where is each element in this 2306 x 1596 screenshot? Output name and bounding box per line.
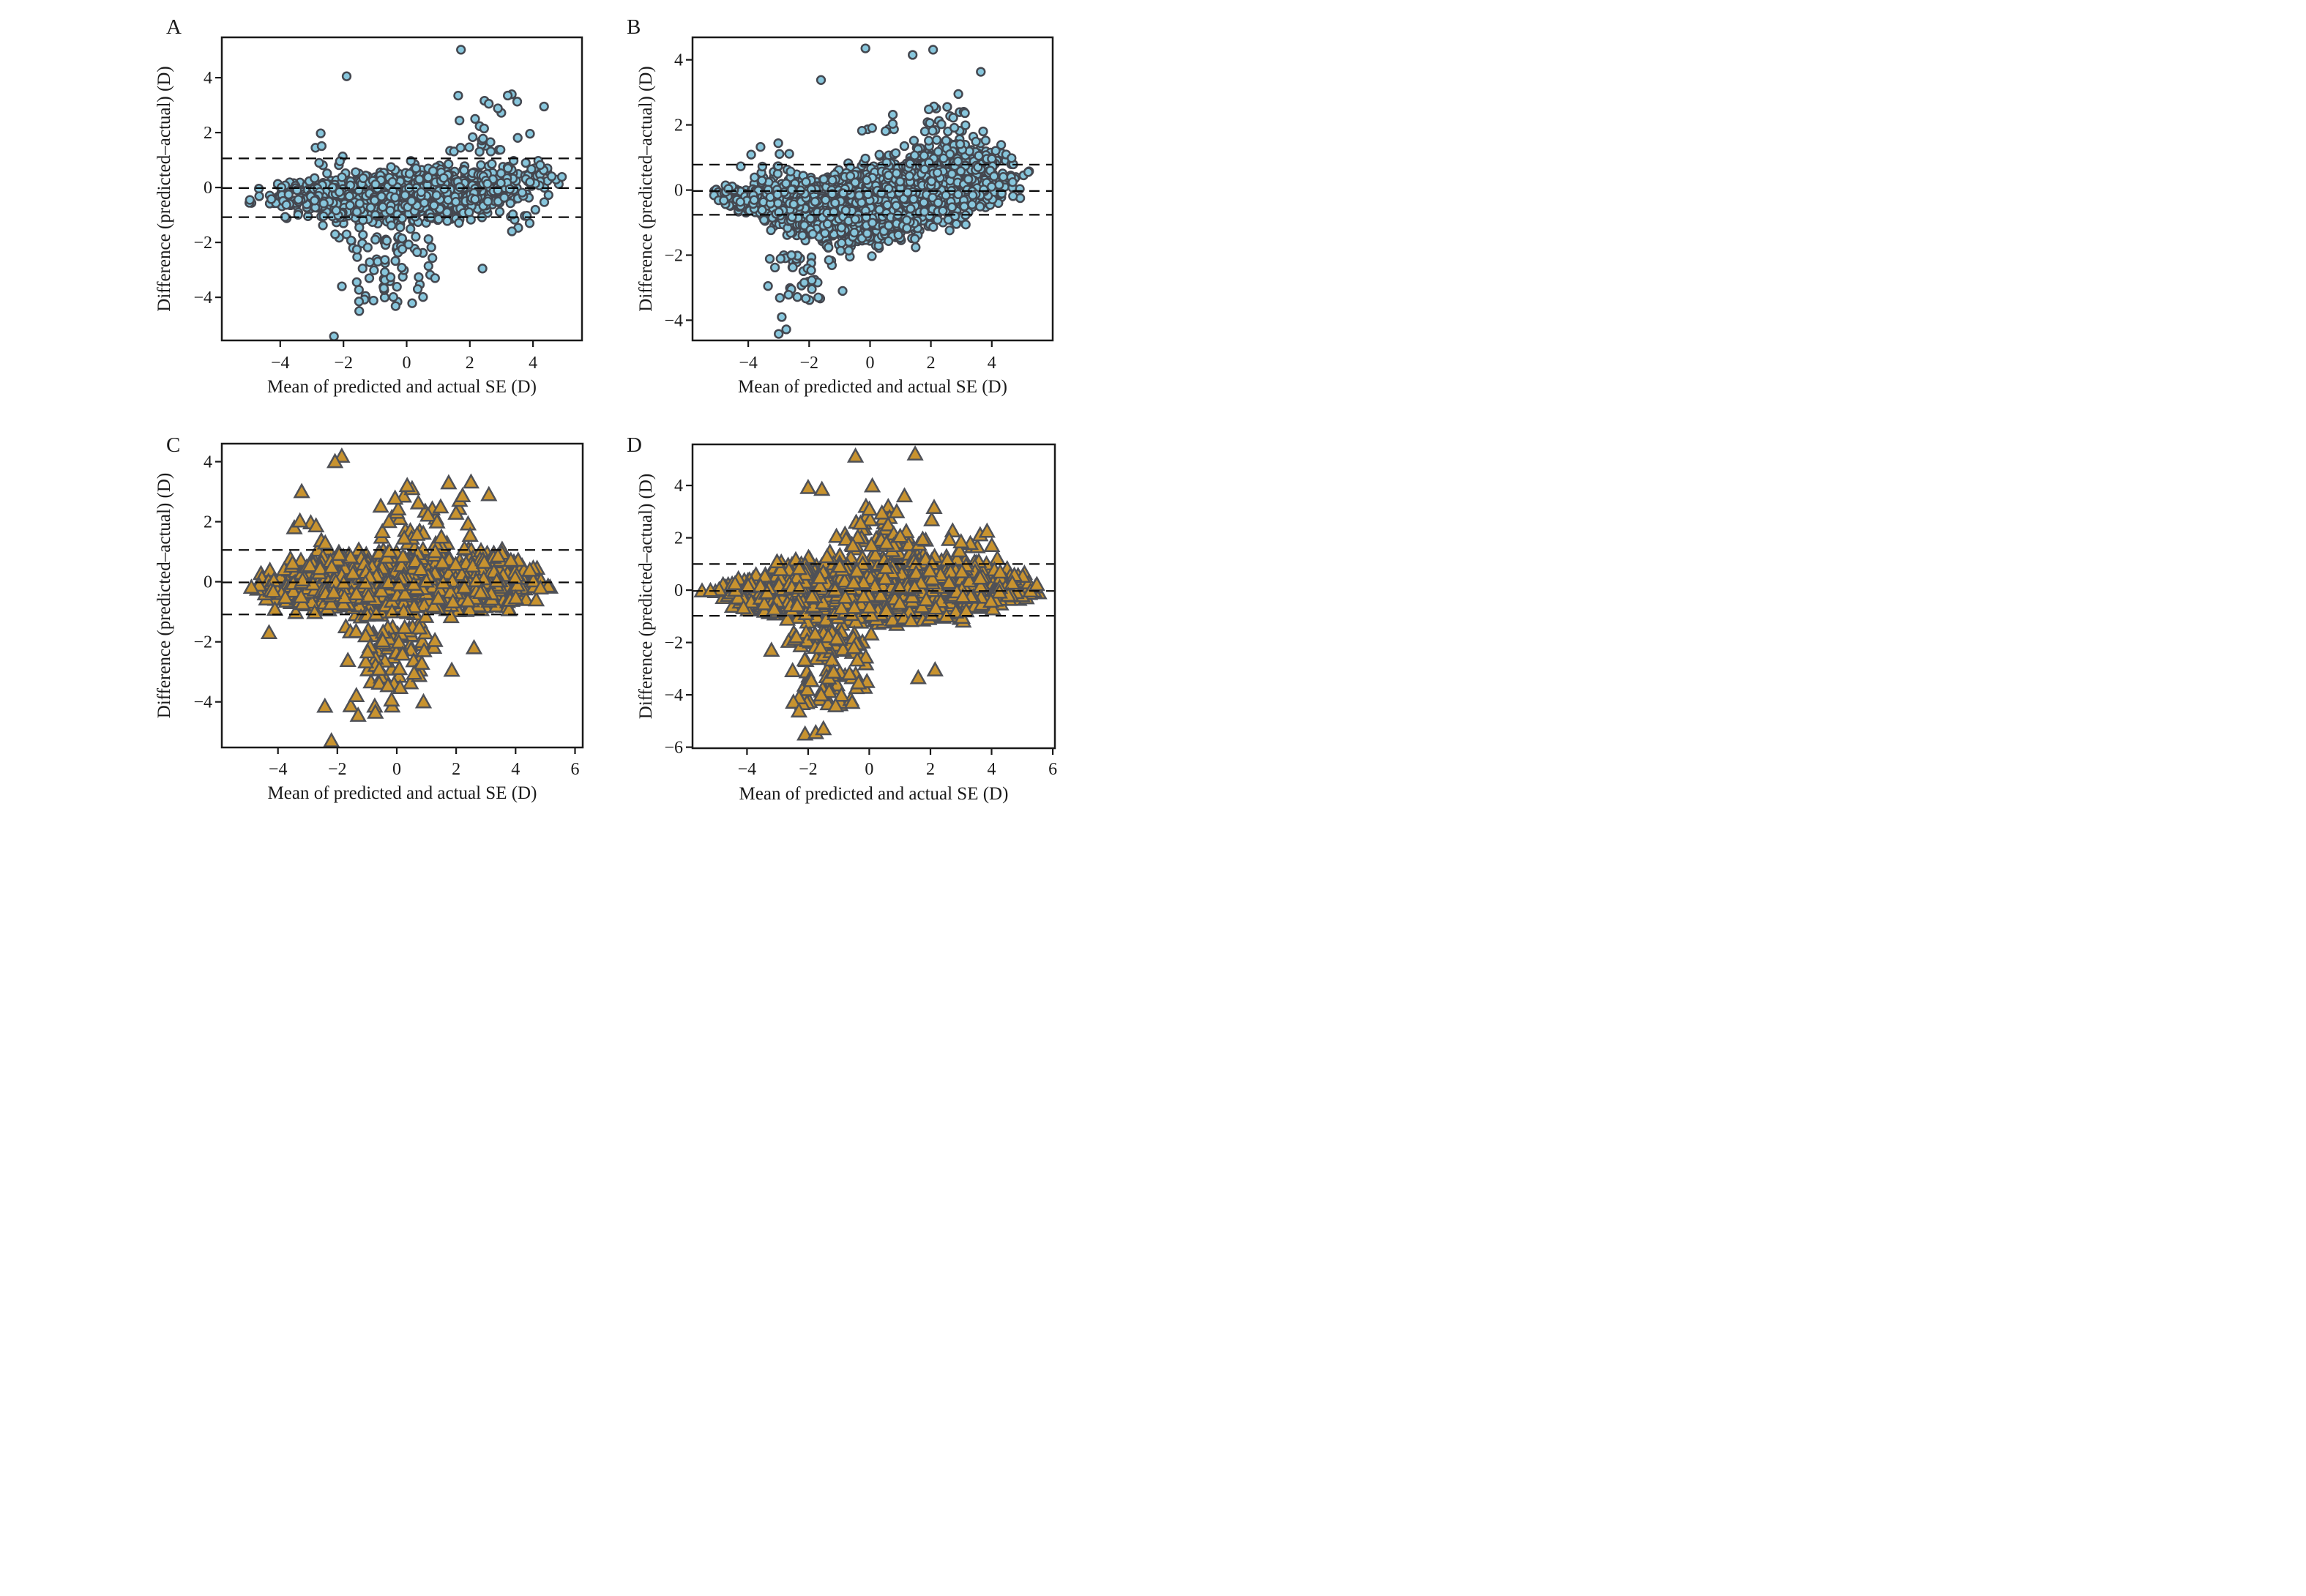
panel-b: B −4 −2 0 2 4 −4 −2 0 2 4 Mean of predicted and a… — [606, 12, 1182, 411]
y-tick-label: −2 — [193, 633, 212, 652]
y-tick-label: 4 — [674, 477, 683, 496]
bland-altman-figure: A −4 −2 0 2 4 −4 −2 0 2 4 Mean of predicted and a… — [0, 0, 1182, 810]
panel-d: D −4 −2 0 2 4 6 −6 −4 −2 0 2 4 Mean of predicted an… — [606, 411, 1182, 810]
x-tick-label: 2 — [466, 354, 474, 373]
x-tick-label: 4 — [988, 354, 996, 373]
x-tick-label: 2 — [927, 354, 936, 373]
x-tick-label: −2 — [800, 354, 819, 373]
y-axis-label: Difference (predicted–actual) (D) — [154, 66, 174, 311]
y-tick-label: 4 — [204, 453, 212, 472]
panel-a-chart: A −4 −2 0 2 4 −4 −2 0 2 4 Mean of predicted and a… — [29, 12, 605, 411]
panel-a: A −4 −2 0 2 4 −4 −2 0 2 4 Mean of predicted and a… — [29, 12, 605, 411]
x-axis-label: Mean of predicted and actual SE (D) — [267, 377, 537, 397]
y-axis-label: Difference (predicted–actual) (D) — [636, 66, 656, 311]
tick-labels: −4 −2 0 2 4 −4 −2 0 2 4 — [664, 51, 996, 373]
x-tick-label: 2 — [452, 760, 460, 779]
x-tick-label: −4 — [739, 354, 758, 373]
y-axis-label: Difference (predicted–actual) (D) — [636, 474, 656, 719]
y-tick-label: −2 — [664, 247, 683, 266]
y-tick-label: −4 — [193, 288, 212, 307]
tick-labels: −4 −2 0 2 4 6 −4 −2 0 2 4 — [193, 453, 579, 779]
panel-letter: D — [627, 433, 642, 457]
x-tick-label: −2 — [328, 760, 347, 779]
axis-ticks — [686, 484, 1054, 755]
y-tick-label: 2 — [204, 513, 212, 532]
plot-frame — [691, 443, 1056, 750]
axis-ticks — [686, 59, 993, 347]
y-tick-label: −4 — [664, 686, 683, 705]
x-tick-label: −4 — [269, 760, 288, 779]
x-tick-label: 0 — [865, 760, 873, 779]
panel-c-chart: C −4 −2 0 2 4 6 −4 −2 0 2 4 Mean of predicted and … — [29, 411, 605, 810]
x-tick-label: 4 — [511, 760, 520, 779]
plot-frame — [220, 442, 584, 749]
axis-ticks — [215, 76, 534, 347]
y-tick-label: 2 — [674, 116, 683, 135]
x-axis-label: Mean of predicted and actual SE (D) — [268, 783, 537, 803]
x-tick-label: −4 — [271, 354, 290, 373]
tick-labels: −4 −2 0 2 4 −4 −2 0 2 4 — [193, 69, 537, 373]
y-tick-label: 0 — [674, 182, 683, 201]
x-tick-label: 4 — [529, 354, 537, 373]
panel-letter: A — [166, 15, 182, 39]
y-tick-label: 0 — [204, 573, 212, 592]
panel-b-chart: B −4 −2 0 2 4 −4 −2 0 2 4 Mean of predicted and a… — [606, 12, 1182, 411]
x-tick-label: 0 — [866, 354, 875, 373]
x-axis-label: Mean of predicted and actual SE (D) — [738, 377, 1007, 397]
axis-ticks — [215, 460, 576, 754]
y-tick-label: −4 — [664, 311, 683, 330]
agreement-lines — [693, 563, 1055, 617]
plot-frame — [220, 36, 583, 342]
panel-letter: C — [166, 433, 180, 457]
y-axis-label: Difference (predicted–actual) (D) — [154, 473, 174, 718]
agreement-lines — [222, 157, 582, 218]
scatter-points — [709, 43, 1034, 339]
y-tick-label: 2 — [674, 529, 683, 548]
y-tick-label: 0 — [204, 179, 212, 198]
plot-frame — [691, 36, 1054, 342]
x-tick-label: −4 — [738, 760, 757, 779]
y-tick-label: 4 — [204, 69, 212, 88]
x-tick-label: −2 — [334, 354, 353, 373]
panel-c: C −4 −2 0 2 4 6 −4 −2 0 2 4 Mean of predicted and … — [29, 411, 605, 810]
x-tick-label: 6 — [571, 760, 580, 779]
tick-labels: −4 −2 0 2 4 6 −6 −4 −2 0 2 4 — [664, 477, 1057, 779]
y-tick-label: 0 — [674, 581, 683, 600]
y-tick-label: 4 — [674, 51, 683, 70]
y-tick-label: −2 — [664, 634, 683, 653]
x-tick-label: 0 — [403, 354, 411, 373]
y-tick-label: −4 — [193, 693, 212, 712]
x-tick-label: 6 — [1048, 760, 1057, 779]
y-tick-label: −6 — [664, 739, 683, 758]
y-tick-label: 2 — [204, 124, 212, 143]
x-axis-label: Mean of predicted and actual SE (D) — [739, 784, 1009, 804]
x-tick-label: 2 — [926, 760, 935, 779]
agreement-lines — [693, 163, 1053, 216]
y-tick-label: −2 — [193, 234, 212, 253]
panel-d-chart: D −4 −2 0 2 4 6 −6 −4 −2 0 2 4 Mean of predicted an… — [606, 411, 1182, 810]
panel-letter: B — [627, 15, 641, 39]
x-tick-label: 4 — [988, 760, 996, 779]
x-tick-label: −2 — [799, 760, 818, 779]
agreement-lines — [222, 549, 583, 616]
x-tick-label: 0 — [392, 760, 401, 779]
